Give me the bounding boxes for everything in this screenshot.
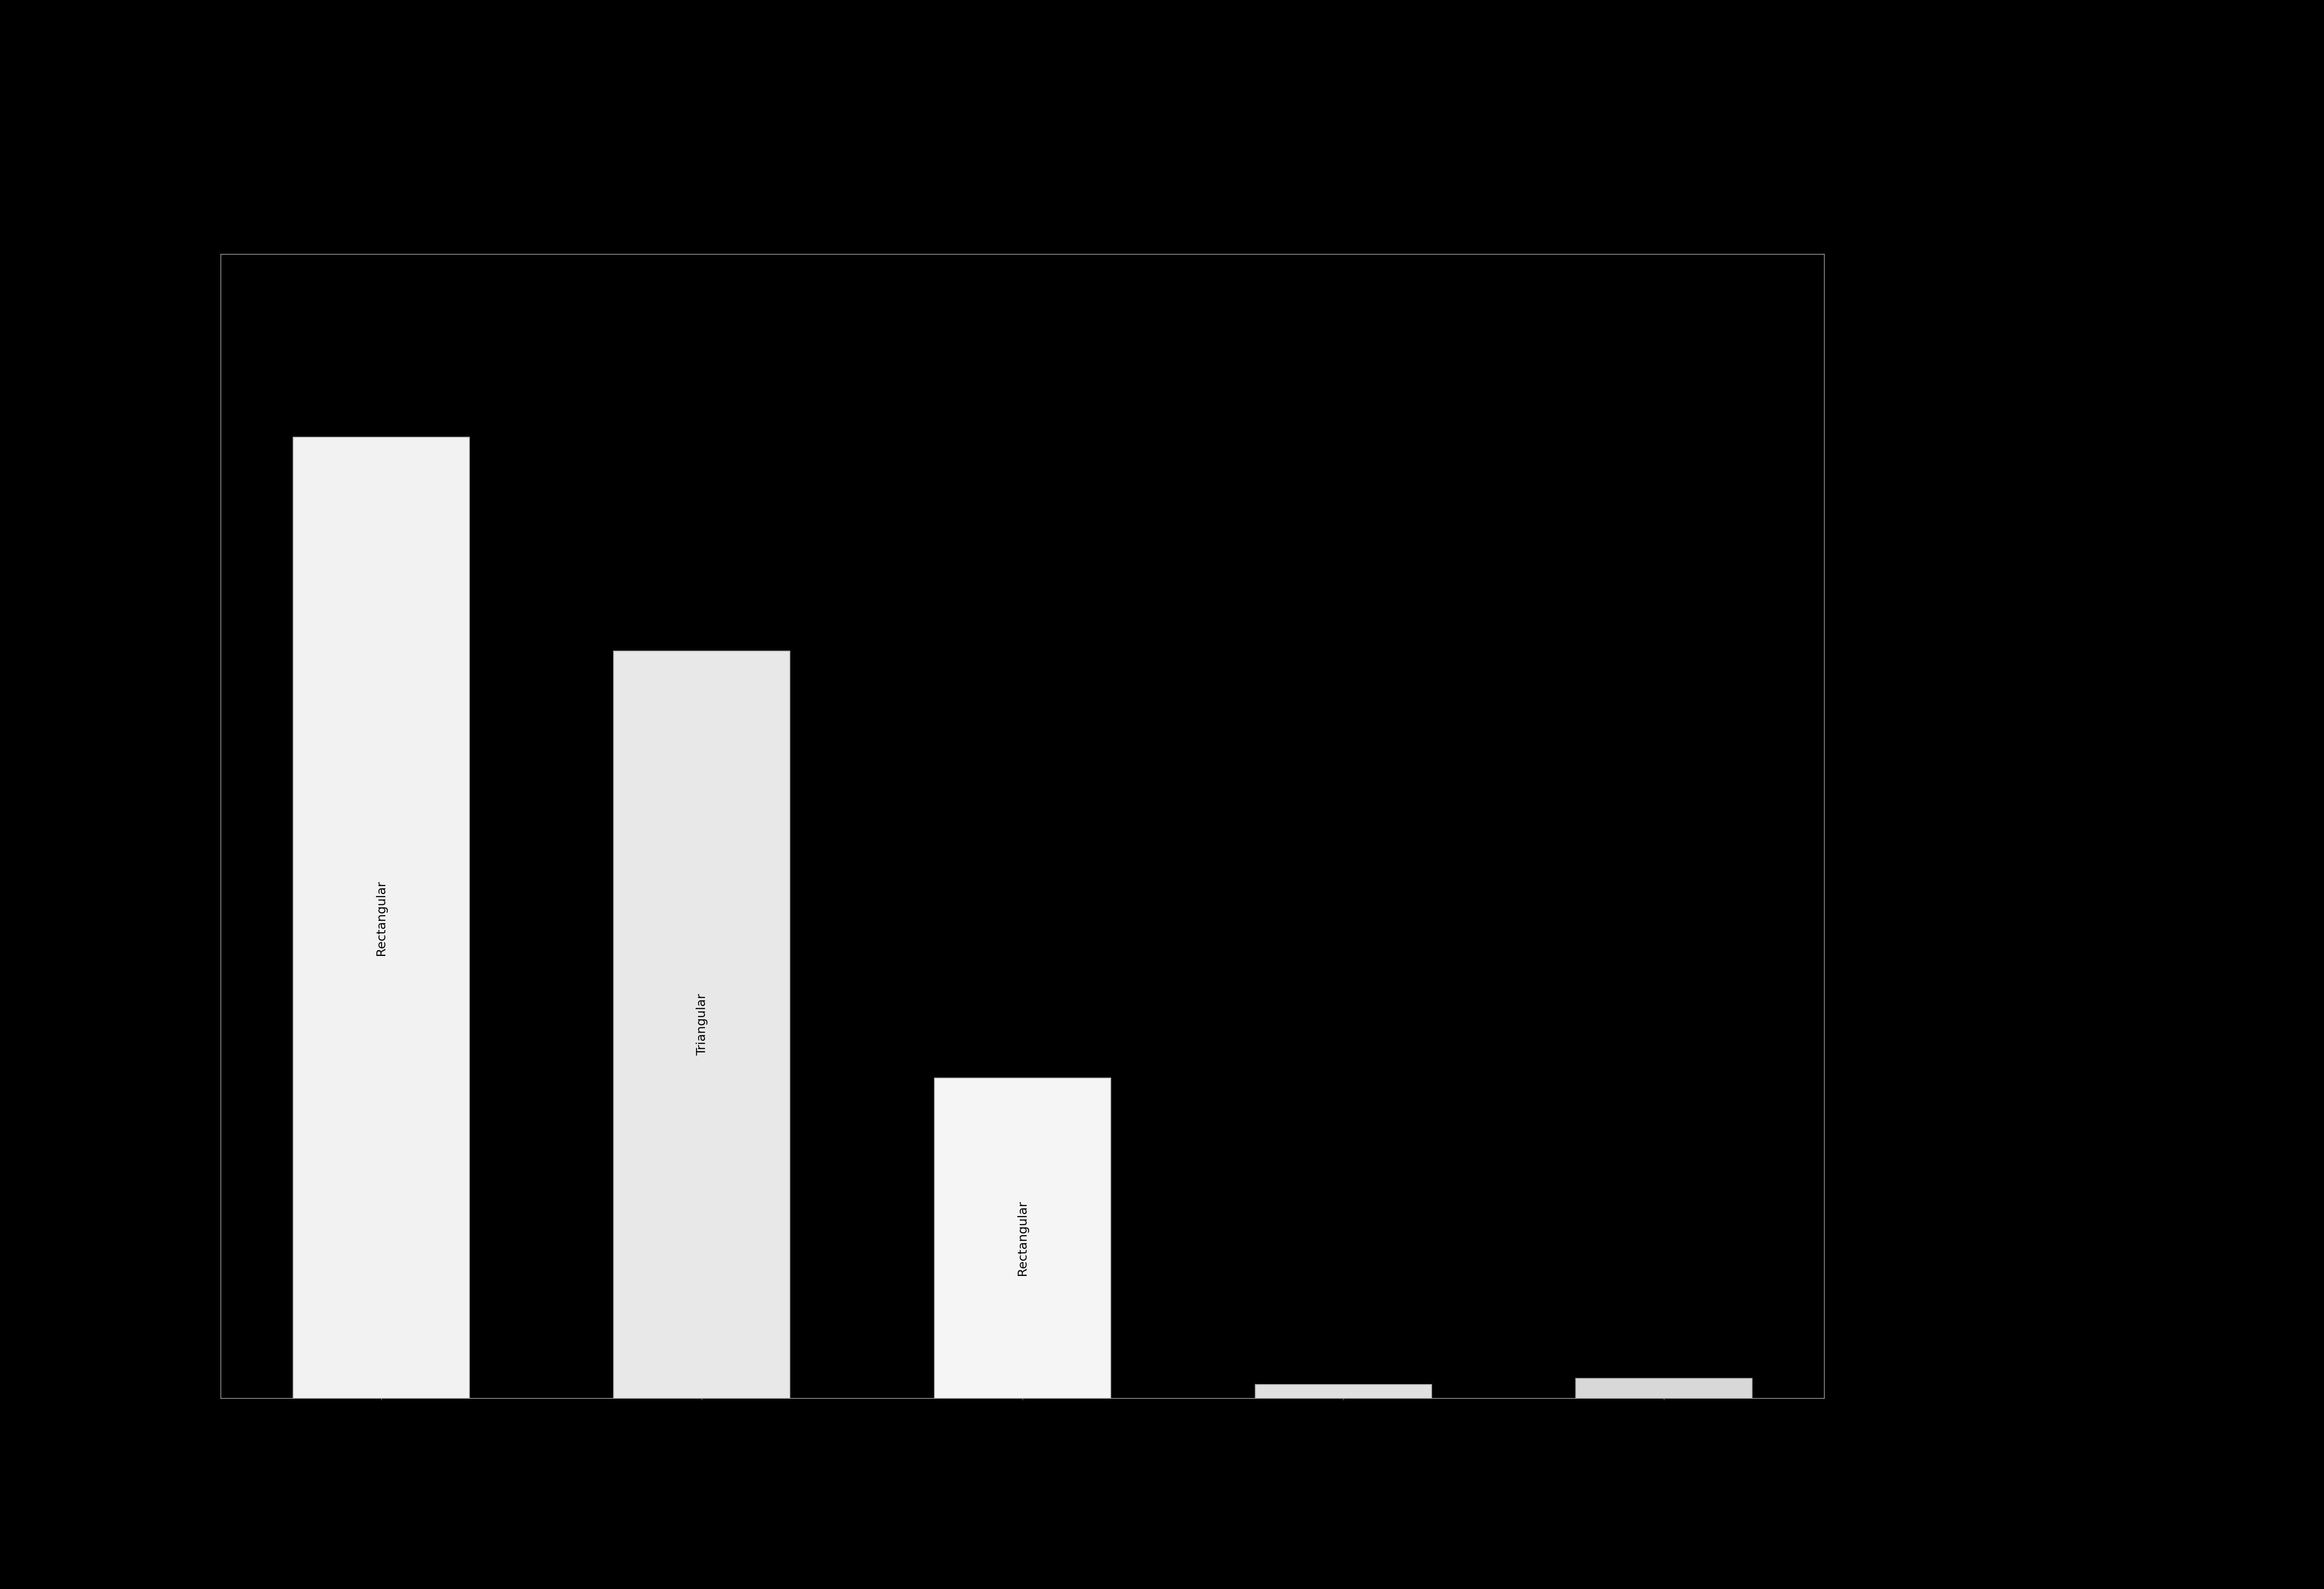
Text: Rectangular: Rectangular <box>1016 1201 1030 1276</box>
Bar <box>1255 1384 1432 1398</box>
Bar <box>614 651 790 1398</box>
Bar <box>293 437 469 1398</box>
Bar <box>934 1077 1111 1398</box>
Text: Rectangular: Rectangular <box>374 880 388 955</box>
Text: Triangular: Triangular <box>695 993 709 1055</box>
Bar <box>1576 1379 1752 1398</box>
